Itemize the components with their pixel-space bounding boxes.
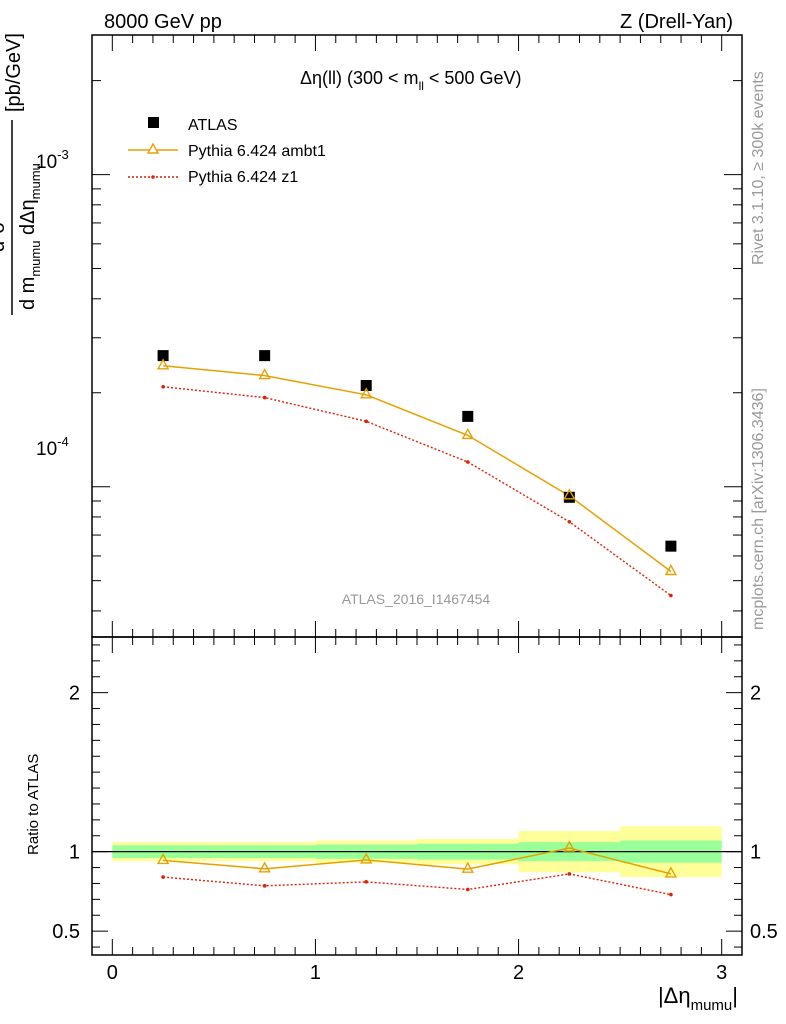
legend: ATLAS Pythia 6.424 ambt1 Pythia 6.424 z1 <box>128 117 326 186</box>
ratio-point-z1 <box>567 872 572 876</box>
svg-text:d mmumu dΔηmumu: d mmumu dΔηmumu <box>17 163 43 310</box>
point-atlas <box>462 410 474 422</box>
point-z1 <box>669 593 673 598</box>
x-tick-label: 1 <box>310 962 321 984</box>
ratio-point-z1 <box>161 875 165 879</box>
legend-z1-marker <box>151 175 155 179</box>
ylabel-unit: [pb/GeV] <box>3 33 25 112</box>
ratio-y-tick-label-left: 1 <box>69 842 80 864</box>
ratio-ylabel: Ratio to ATLAS <box>25 754 42 855</box>
legend-ambt1-marker <box>146 142 160 154</box>
y-tick-label-1e-4: 10-4 <box>36 434 69 460</box>
y-tick-label-1e-3: 10-3 <box>36 147 69 173</box>
main-y-ticks <box>92 80 742 612</box>
ylabel-numerator-d: d <box>0 241 9 252</box>
ylabel-sigma: σ <box>0 221 9 234</box>
point-ambt1 <box>664 564 678 576</box>
legend-atlas-marker <box>148 117 159 128</box>
ratio-y-tick-label-right: 0.5 <box>750 921 778 943</box>
series-z1-line <box>163 386 672 597</box>
point-atlas <box>665 540 677 552</box>
ratio-point-z1 <box>262 884 267 888</box>
ratio-y-tick-label-right: 2 <box>750 683 761 705</box>
ratio-y-tick-label-left: 2 <box>69 683 80 705</box>
point-z1 <box>262 395 267 400</box>
point-atlas <box>360 379 372 391</box>
ratio-y-tick-label-left: 0.5 <box>52 921 80 943</box>
legend-z1-label: Pythia 6.424 z1 <box>188 169 298 186</box>
header-left: 8000 GeV pp <box>104 11 222 33</box>
legend-atlas-label: ATLAS <box>188 117 238 134</box>
ylabel-sub-mumu-2: mumu <box>28 163 43 199</box>
main-ylabel: d mmumu dΔηmumu d2σ [pb/GeV] <box>0 33 43 315</box>
point-z1 <box>161 384 165 389</box>
ratio-ambt1-line <box>163 847 672 875</box>
header-right: Z (Drell-Yan) <box>620 11 733 33</box>
point-atlas <box>157 350 169 362</box>
point-z1 <box>364 419 369 424</box>
ylabel-sub-mumu-1: mumu <box>28 241 43 277</box>
x-axis-label: |Δηmumu| <box>658 983 738 1014</box>
x-tick-label: 2 <box>513 962 524 984</box>
ylabel-deta: dΔη <box>17 199 39 240</box>
main-x-ticks <box>111 35 723 637</box>
ratio-z1-line <box>163 873 672 896</box>
ratio-point-ambt1 <box>664 866 678 878</box>
ratio-panel-frame <box>91 636 743 956</box>
ratio-point-ambt1 <box>156 852 170 865</box>
mcplots-label: mcplots.cern.ch [arXiv:1306.3436] <box>750 388 767 630</box>
rivet-label: Rivet 3.1.10, ≥ 300k events <box>750 71 767 265</box>
svg-text:d2σ: d2σ <box>0 221 9 252</box>
x-tick-label: 3 <box>716 962 727 984</box>
plot-title: Δη(ll) (300 < mll < 500 GeV) <box>300 68 521 93</box>
point-ambt1 <box>461 427 474 440</box>
legend-ambt1-label: Pythia 6.424 ambt1 <box>188 143 326 160</box>
ratio-bands <box>92 826 742 878</box>
analysis-watermark: ATLAS_2016_I1467454 <box>342 591 491 607</box>
ratio-y-tick-label-right: 1 <box>750 842 761 864</box>
ratio-point-ambt1 <box>258 861 271 873</box>
point-atlas <box>259 350 271 362</box>
ratio-point-ambt1 <box>360 852 373 864</box>
series-ambt1-line <box>163 365 672 573</box>
x-tick-label: 0 <box>107 962 118 984</box>
point-ambt1 <box>258 368 271 380</box>
ratio-ticks: 0.5 0.5 1 1 2 2 0 1 2 3 <box>52 637 778 984</box>
ratio-series <box>156 840 678 897</box>
point-ambt1 <box>156 358 170 370</box>
point-ambt1 <box>360 387 373 399</box>
main-series <box>156 350 678 598</box>
point-atlas <box>563 491 575 503</box>
ratio-point-z1 <box>669 892 673 897</box>
ratio-point-z1 <box>364 880 369 884</box>
ratio-point-z1 <box>465 887 470 892</box>
ratio-point-ambt1 <box>563 840 576 852</box>
point-z1 <box>567 519 572 524</box>
point-ambt1 <box>563 488 576 500</box>
ratio-point-ambt1 <box>461 861 474 873</box>
point-z1 <box>465 460 470 464</box>
ylabel-denominator-d: d m <box>17 277 39 310</box>
